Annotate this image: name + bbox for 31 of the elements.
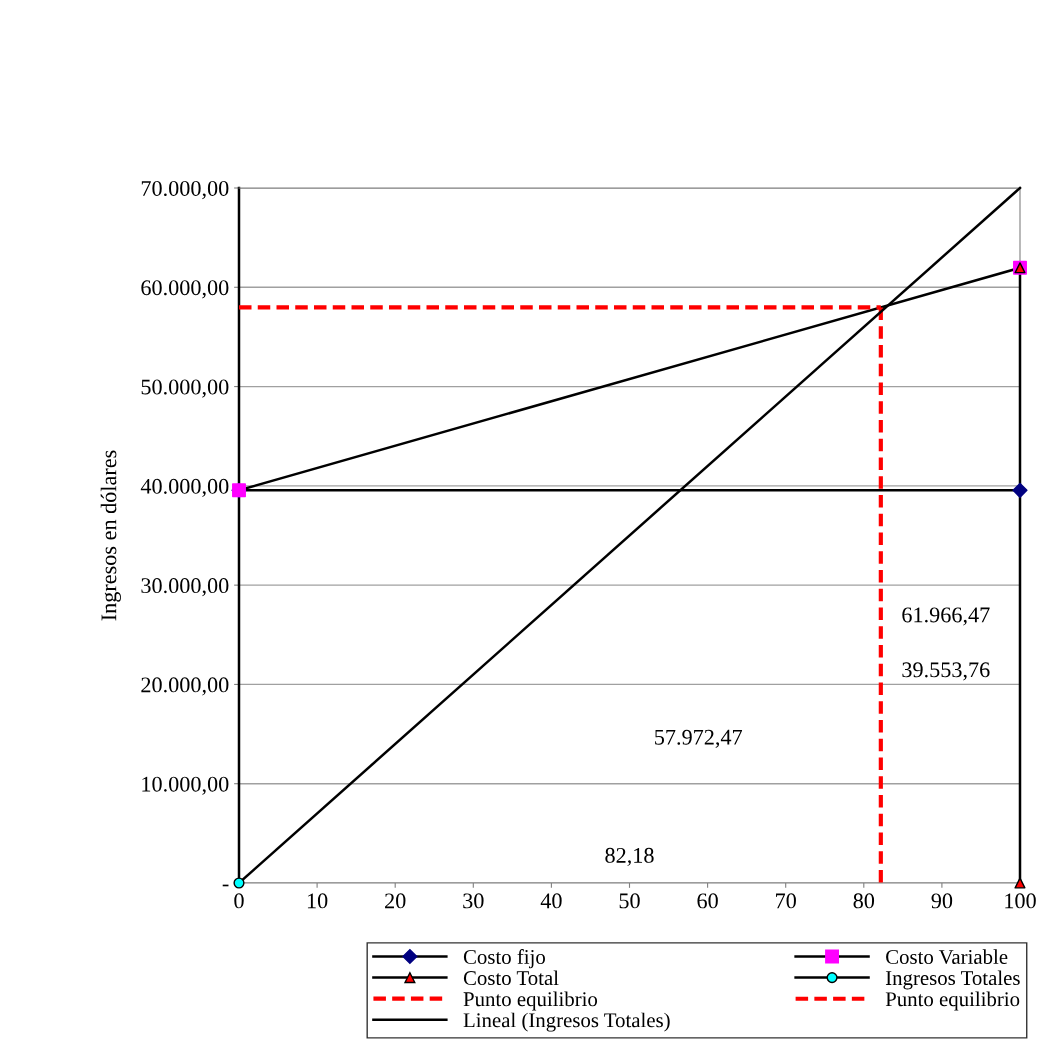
x-tick-label: 0: [234, 893, 244, 909]
y-tick-label: 10.000,00: [142, 776, 229, 795]
y-axis-title: Ingresos en dólares: [100, 450, 121, 621]
annotation: 39.553,76: [902, 662, 990, 681]
x-tick-label: 20: [385, 893, 406, 909]
y-tick-label: 50.000,00: [141, 379, 229, 398]
y-tick-label: 30.000,00: [141, 578, 229, 597]
legend-label: Lineal (Ingresos Totales): [463, 1012, 670, 1032]
annotation: 82,18: [605, 847, 654, 867]
x-tick-label: 80: [853, 893, 875, 909]
x-tick-label: 60: [697, 893, 718, 909]
legend-label: Ingresos Totales: [885, 970, 1020, 990]
x-tick-label: 10: [307, 893, 328, 909]
legend-label: Punto equilibrio: [885, 991, 1020, 1011]
y-tick-label: 40.000,00: [140, 478, 229, 497]
x-tick-label: 100: [1005, 893, 1036, 909]
x-tick-label: 40: [540, 893, 562, 909]
y-tick-label: 70.000,00: [141, 180, 229, 200]
y-tick-label: 20.000,00: [141, 677, 229, 696]
x-tick-label: 50: [619, 893, 640, 909]
annotation: 57.972,47: [655, 729, 743, 748]
legend-label: Punto equilibrio: [463, 991, 598, 1011]
y-tick-label: -: [222, 884, 229, 887]
x-tick-label: 70: [776, 893, 796, 909]
x-tick-label: 90: [931, 893, 953, 909]
annotation: 61.966,47: [902, 607, 990, 626]
y-tick-label: 60.000,00: [141, 280, 229, 299]
legend-label: Costo Variable: [886, 949, 1008, 965]
legend-label: Costo fijo: [463, 949, 545, 969]
x-tick-label: 30: [463, 893, 484, 909]
legend-label: Costo Total: [463, 970, 559, 986]
